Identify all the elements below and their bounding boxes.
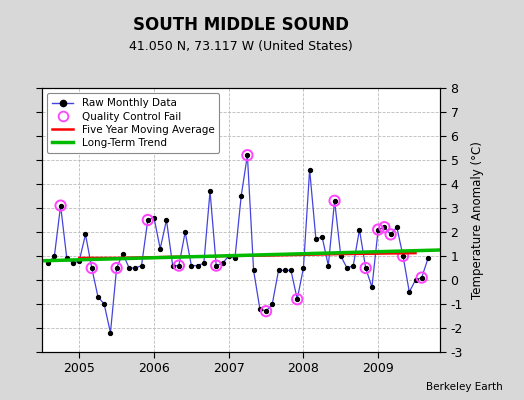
Point <box>318 234 326 240</box>
Point <box>343 265 351 271</box>
Text: 41.050 N, 73.117 W (United States): 41.050 N, 73.117 W (United States) <box>129 40 353 53</box>
Point <box>88 265 96 271</box>
Point <box>399 253 407 259</box>
Point <box>44 260 52 266</box>
Point <box>243 152 252 158</box>
Point <box>174 262 183 269</box>
Point <box>293 296 301 302</box>
Point <box>268 301 277 307</box>
Point <box>200 260 208 266</box>
Y-axis label: Temperature Anomaly (°C): Temperature Anomaly (°C) <box>471 141 484 299</box>
Point <box>324 262 333 269</box>
Point <box>243 152 252 158</box>
Point <box>386 231 395 238</box>
Point <box>331 198 339 204</box>
Point <box>212 262 221 269</box>
Point <box>411 277 420 283</box>
Legend: Raw Monthly Data, Quality Control Fail, Five Year Moving Average, Long-Term Tren: Raw Monthly Data, Quality Control Fail, … <box>47 93 220 153</box>
Point <box>336 253 345 259</box>
Point <box>293 296 301 302</box>
Point <box>256 306 264 312</box>
Point <box>100 301 108 307</box>
Point <box>206 188 214 194</box>
Point <box>106 330 115 336</box>
Point <box>362 265 370 271</box>
Point <box>424 255 432 262</box>
Point <box>212 262 221 269</box>
Point <box>113 265 121 271</box>
Point <box>144 217 152 223</box>
Point <box>386 231 395 238</box>
Point <box>374 226 383 233</box>
Point <box>224 253 233 259</box>
Point <box>118 250 127 257</box>
Point <box>231 255 239 262</box>
Point <box>374 226 383 233</box>
Point <box>275 267 283 274</box>
Point <box>262 308 270 314</box>
Point <box>380 224 388 230</box>
Point <box>331 198 339 204</box>
Point <box>88 265 96 271</box>
Point <box>355 226 364 233</box>
Point <box>162 217 171 223</box>
Point <box>368 284 376 290</box>
Point <box>131 265 139 271</box>
Point <box>237 193 245 199</box>
Point <box>362 265 370 271</box>
Point <box>418 274 426 281</box>
Point <box>57 202 65 209</box>
Point <box>187 262 195 269</box>
Point <box>249 267 258 274</box>
Point <box>169 262 177 269</box>
Point <box>280 267 289 274</box>
Point <box>125 265 133 271</box>
Point <box>62 255 71 262</box>
Point <box>137 262 146 269</box>
Point <box>181 229 189 235</box>
Point <box>305 166 314 173</box>
Point <box>156 246 165 252</box>
Point <box>81 231 90 238</box>
Point <box>174 262 183 269</box>
Point <box>349 262 357 269</box>
Point <box>75 258 83 264</box>
Text: Berkeley Earth: Berkeley Earth <box>427 382 503 392</box>
Point <box>219 260 227 266</box>
Point <box>193 262 202 269</box>
Point <box>399 253 407 259</box>
Point <box>150 214 158 221</box>
Point <box>287 267 295 274</box>
Point <box>69 260 77 266</box>
Point <box>380 224 388 230</box>
Point <box>392 224 401 230</box>
Point <box>57 202 65 209</box>
Point <box>113 265 121 271</box>
Point <box>312 236 320 242</box>
Text: SOUTH MIDDLE SOUND: SOUTH MIDDLE SOUND <box>133 16 349 34</box>
Point <box>50 253 59 259</box>
Point <box>418 274 426 281</box>
Point <box>299 265 308 271</box>
Point <box>262 308 270 314</box>
Point <box>94 294 102 300</box>
Point <box>405 289 413 295</box>
Point <box>144 217 152 223</box>
